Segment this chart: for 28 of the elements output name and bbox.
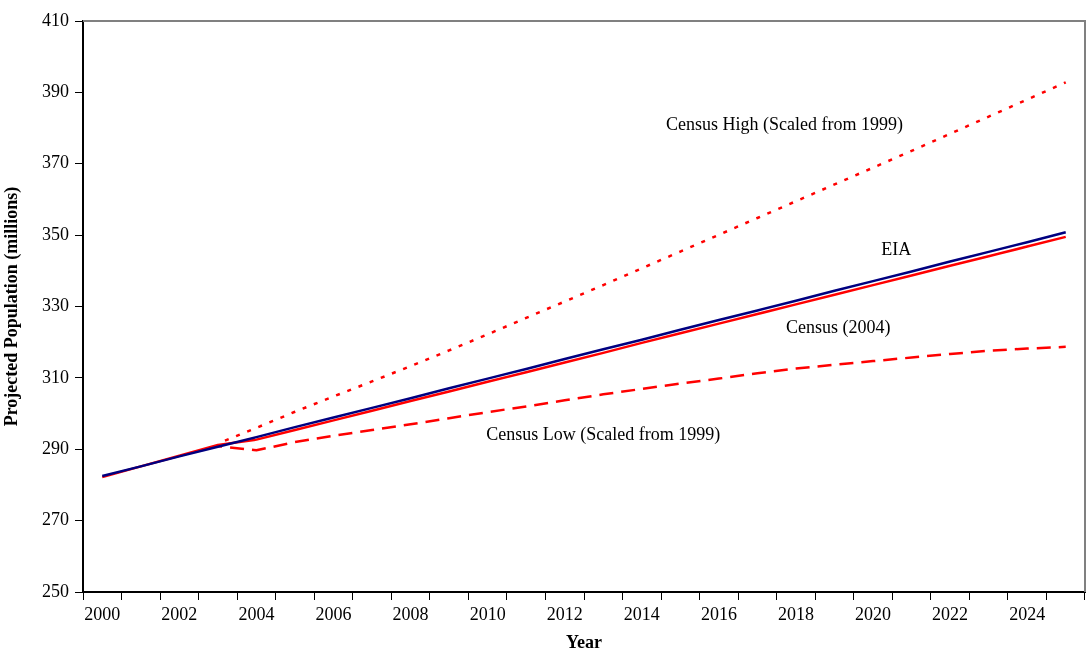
x-tick-label: 2024 xyxy=(1009,603,1046,624)
y-tick-label: 410 xyxy=(42,9,69,30)
x-tick-label: 2008 xyxy=(392,603,429,624)
x-tick-label: 2018 xyxy=(777,603,814,624)
x-tick-label: 2002 xyxy=(161,603,198,624)
y-tick-label: 330 xyxy=(42,295,69,316)
x-tick-label: 2006 xyxy=(315,603,352,624)
y-tick-label: 270 xyxy=(42,509,69,530)
y-tick-label: 310 xyxy=(42,366,69,387)
y-tick-label: 250 xyxy=(42,580,69,601)
x-tick-label: 2022 xyxy=(932,603,969,624)
x-tick-label: 2014 xyxy=(623,603,660,624)
series-label: Census High (Scaled from 1999) xyxy=(665,113,903,135)
series-label: Census Low (Scaled from 1999) xyxy=(486,424,721,446)
x-tick-label: 2012 xyxy=(546,603,583,624)
y-tick-label: 290 xyxy=(42,437,69,458)
y-axis-title: Projected Population (millions) xyxy=(1,186,23,427)
x-tick-label: 2016 xyxy=(700,603,737,624)
x-tick-label: 2004 xyxy=(238,603,275,624)
y-tick-label: 370 xyxy=(42,152,69,173)
x-tick-label: 2020 xyxy=(855,603,892,624)
x-tick-label: 2000 xyxy=(84,603,121,624)
y-tick-label: 390 xyxy=(42,81,69,102)
x-tick-label: 2010 xyxy=(469,603,506,624)
x-axis-title: Year xyxy=(566,631,602,652)
series-label: Census (2004) xyxy=(786,317,891,338)
y-tick-label: 350 xyxy=(42,223,69,244)
series-label: EIA xyxy=(881,238,912,259)
